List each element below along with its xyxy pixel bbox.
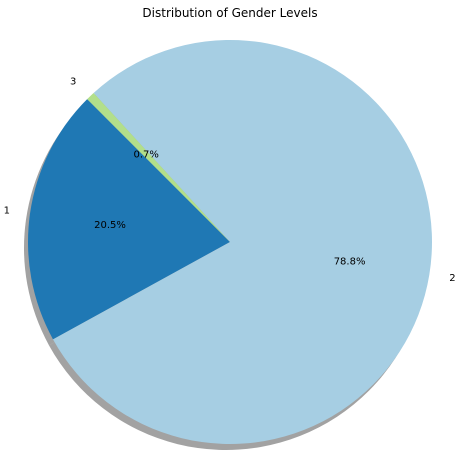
pct-label-1: 20.5% [94, 220, 126, 231]
slice-label-2: 2 [449, 273, 455, 284]
slice-label-3: 3 [70, 76, 76, 87]
pie-slice-2 [52, 39, 433, 444]
pct-label-2: 78.8% [334, 257, 366, 268]
pie-slice-3 [87, 93, 230, 243]
pct-label-3: 0.7% [134, 149, 159, 160]
pie-slices [28, 39, 433, 444]
pie-slice-1 [28, 99, 231, 340]
pie-labels: 1 20.5% 2 78.8% 3 0.7% [4, 76, 456, 284]
chart-title: Distribution of Gender Levels [142, 6, 317, 20]
slice-label-1: 1 [4, 206, 10, 217]
